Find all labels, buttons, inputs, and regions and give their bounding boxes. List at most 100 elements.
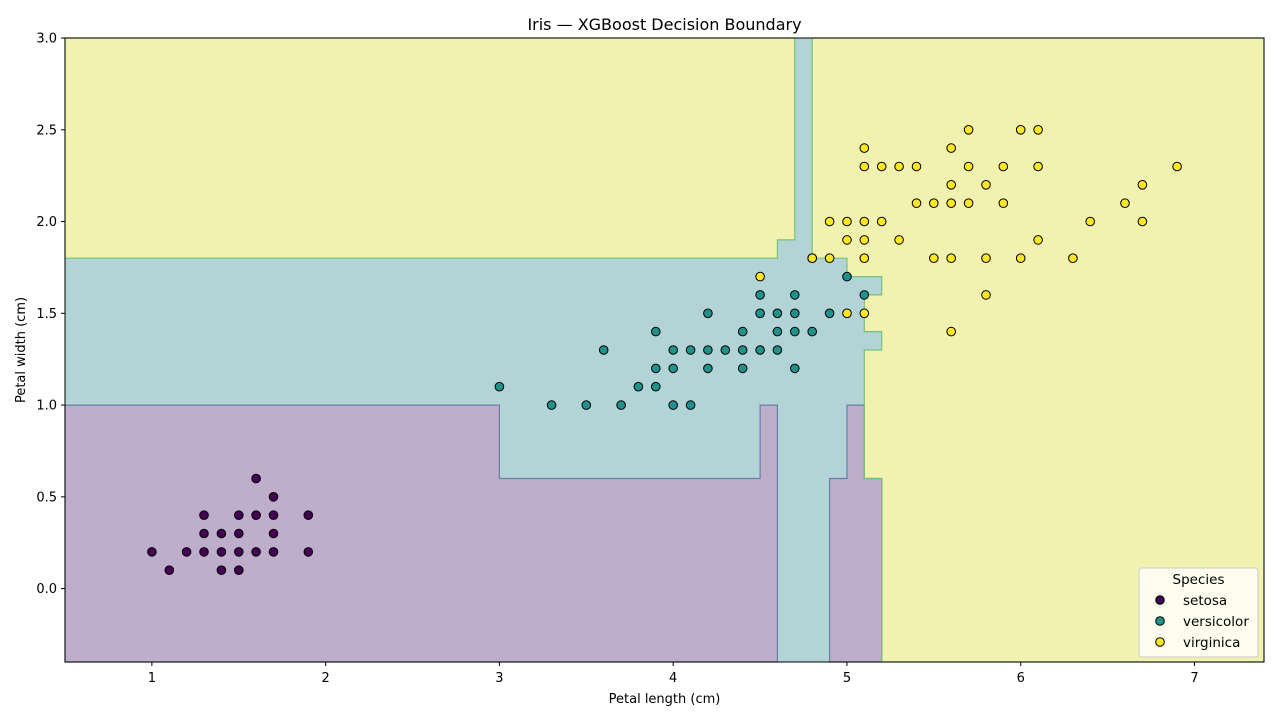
point-virginica: [859, 253, 870, 264]
point-virginica: [946, 143, 957, 153]
point-versicolor: [598, 345, 609, 355]
legend-entries: setosa versicolor virginica: [1155, 593, 1249, 651]
point-virginica: [894, 235, 904, 245]
point-versicolor: [703, 345, 713, 355]
point-virginica: [824, 216, 835, 227]
point-versicolor: [633, 381, 644, 392]
decision-regions: [65, 38, 1264, 662]
point-versicolor: [772, 308, 783, 319]
point-setosa: [216, 547, 227, 557]
region-virginica-3: [812, 38, 1264, 662]
y-tick-label: 2.5: [36, 123, 57, 138]
point-versicolor: [651, 326, 661, 337]
legend-label-versicolor: versicolor: [1183, 614, 1249, 630]
point-setosa: [234, 510, 244, 521]
point-virginica: [1033, 235, 1043, 245]
point-setosa: [268, 528, 279, 539]
point-virginica: [946, 253, 957, 264]
region-virginica-2: [65, 38, 795, 259]
point-setosa: [147, 547, 157, 557]
point-setosa: [251, 473, 261, 484]
point-setosa: [234, 547, 244, 557]
plot-frame: [64, 37, 1265, 663]
legend-title: Species: [1173, 572, 1225, 588]
point-versicolor: [668, 363, 679, 374]
point-versicolor: [546, 400, 557, 410]
legend: Species setosa versicolor virginica: [1138, 567, 1259, 658]
point-setosa: [268, 492, 279, 502]
point-virginica: [1137, 216, 1148, 227]
region-setosa-1: [829, 405, 882, 662]
point-setosa: [181, 547, 192, 557]
point-setosa: [216, 565, 227, 576]
point-virginica: [929, 198, 939, 208]
boundary-setosa-0: [64, 404, 779, 663]
point-versicolor: [755, 290, 765, 300]
y-axis: 0.0 0.5 1.0 1.5 2.0 2.5 3.0: [36, 32, 65, 597]
point-virginica: [894, 161, 904, 172]
region-setosa-0: [65, 405, 778, 662]
legend-marker-virginica: [1155, 637, 1165, 647]
point-setosa: [199, 528, 209, 539]
point-setosa: [303, 547, 314, 557]
point-virginica: [946, 326, 957, 337]
point-virginica: [755, 271, 765, 282]
point-virginica: [946, 180, 957, 190]
point-versicolor: [668, 345, 679, 355]
point-versicolor: [703, 363, 713, 374]
point-virginica: [842, 308, 852, 319]
point-virginica: [859, 161, 870, 172]
point-versicolor: [790, 326, 800, 337]
chart-title: Iris — XGBoost Decision Boundary: [527, 15, 801, 34]
point-virginica: [911, 198, 922, 208]
point-versicolor: [842, 271, 852, 282]
point-setosa: [199, 547, 209, 557]
x-tick-label: 5: [843, 671, 851, 686]
point-setosa: [216, 528, 227, 539]
point-virginica: [859, 235, 870, 245]
point-versicolor: [651, 381, 661, 392]
point-versicolor: [651, 363, 661, 374]
x-tick-label: 6: [1017, 671, 1025, 686]
point-setosa: [303, 510, 314, 521]
point-versicolor: [772, 326, 783, 337]
x-tick-label: 2: [322, 671, 330, 686]
x-axis-label: Petal length (cm): [609, 692, 721, 707]
y-axis-label: Petal width (cm): [14, 297, 29, 403]
point-virginica: [981, 290, 991, 300]
y-tick-label: 1.0: [36, 399, 57, 414]
x-axis: 1 2 3 4 5 6 7: [148, 662, 1199, 686]
point-virginica: [1015, 253, 1026, 264]
point-virginica: [963, 125, 974, 135]
point-virginica: [876, 161, 887, 172]
point-versicolor: [755, 308, 765, 319]
point-setosa: [268, 510, 279, 521]
point-setosa: [251, 547, 261, 557]
point-versicolor: [685, 400, 696, 410]
point-virginica: [859, 308, 870, 319]
point-versicolor: [737, 326, 748, 337]
point-versicolor: [790, 308, 800, 319]
point-virginica: [859, 143, 870, 153]
point-virginica: [911, 161, 922, 172]
point-virginica: [981, 180, 991, 190]
point-virginica: [946, 198, 957, 208]
x-tick-label: 1: [148, 671, 156, 686]
legend-label-setosa: setosa: [1183, 593, 1227, 609]
point-virginica: [859, 216, 870, 227]
y-tick-label: 2.0: [36, 215, 57, 230]
point-setosa: [268, 547, 279, 557]
point-virginica: [981, 253, 991, 264]
legend-marker-versicolor: [1155, 616, 1165, 626]
point-virginica: [807, 253, 818, 264]
y-tick-label: 0.0: [36, 582, 57, 597]
point-setosa: [199, 510, 209, 521]
point-virginica: [963, 198, 974, 208]
point-setosa: [234, 528, 244, 539]
point-versicolor: [790, 363, 800, 374]
point-versicolor: [824, 308, 835, 319]
point-versicolor: [494, 381, 505, 392]
point-virginica: [929, 253, 939, 264]
